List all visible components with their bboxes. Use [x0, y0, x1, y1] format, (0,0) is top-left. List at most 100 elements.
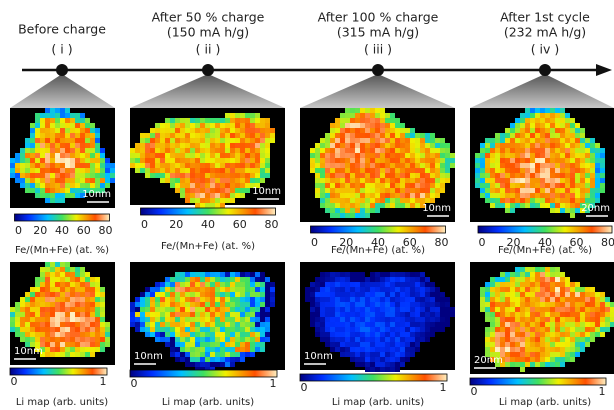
map-pixel	[565, 332, 570, 337]
map-pixel	[515, 163, 520, 168]
map-pixel	[390, 277, 395, 282]
map-pixel	[550, 183, 555, 188]
map-pixel	[395, 277, 400, 282]
map-pixel	[165, 128, 170, 133]
map-pixel	[105, 322, 110, 327]
map-pixel	[45, 183, 50, 188]
map-pixel	[230, 362, 235, 367]
map-pixel	[370, 208, 375, 213]
map-pixel	[355, 203, 360, 208]
map-pixel	[535, 118, 540, 123]
map-pixel	[560, 297, 565, 302]
map-pixel	[185, 153, 190, 158]
map-pixel	[535, 148, 540, 153]
map-pixel	[165, 158, 170, 163]
map-pixel	[370, 362, 375, 367]
map-pixel	[395, 143, 400, 148]
map-pixel	[215, 178, 220, 183]
map-pixel	[80, 347, 85, 352]
map-pixel	[510, 297, 515, 302]
map-pixel	[245, 342, 250, 347]
map-pixel	[390, 143, 395, 148]
map-pixel	[195, 203, 200, 208]
colorbar-tick-label: 1	[100, 375, 107, 388]
map-pixel	[160, 173, 165, 178]
map-pixel	[400, 297, 405, 302]
map-pixel	[35, 332, 40, 337]
timeline-dot	[202, 64, 214, 76]
map-pixel	[515, 302, 520, 307]
map-pixel	[210, 203, 215, 208]
map-pixel	[575, 168, 580, 173]
map-pixel	[145, 322, 150, 327]
map-pixel	[190, 173, 195, 178]
map-pixel	[535, 292, 540, 297]
map-pixel	[550, 108, 555, 113]
map-pixel	[265, 317, 270, 322]
map-pixel	[415, 287, 420, 292]
map-pixel	[45, 153, 50, 158]
map-pixel	[355, 287, 360, 292]
map-pixel	[435, 287, 440, 292]
map-pixel	[505, 148, 510, 153]
map-pixel	[400, 302, 405, 307]
map-pixel	[245, 312, 250, 317]
map-pixel	[340, 208, 345, 213]
map-pixel	[70, 337, 75, 342]
map-pixel	[400, 168, 405, 173]
map-pixel	[540, 123, 545, 128]
map-pixel	[145, 158, 150, 163]
map-pixel	[370, 327, 375, 332]
map-pixel	[70, 282, 75, 287]
map-pixel	[490, 203, 495, 208]
map-pixel	[160, 292, 165, 297]
map-pixel	[225, 163, 230, 168]
map-pixel	[320, 153, 325, 158]
map-pixel	[395, 198, 400, 203]
scale-label: 20nm	[474, 355, 503, 366]
map-pixel	[440, 148, 445, 153]
map-pixel	[190, 337, 195, 342]
map-pixel	[195, 307, 200, 312]
map-pixel	[70, 173, 75, 178]
map-pixel	[530, 133, 535, 138]
map-pixel	[525, 143, 530, 148]
map-pixel	[260, 118, 265, 123]
map-pixel	[430, 312, 435, 317]
map-pixel	[215, 322, 220, 327]
map-pixel	[535, 173, 540, 178]
map-pixel	[360, 352, 365, 357]
map-pixel	[365, 163, 370, 168]
map-pixel	[40, 327, 45, 332]
colorbar	[478, 226, 612, 233]
map-pixel	[175, 282, 180, 287]
map-pixel	[425, 163, 430, 168]
map-pixel	[370, 188, 375, 193]
map-pixel	[515, 357, 520, 362]
map-pixel	[335, 297, 340, 302]
map-pixel	[85, 312, 90, 317]
map-pixel	[345, 312, 350, 317]
map-pixel	[510, 347, 515, 352]
map-pixel	[310, 322, 315, 327]
map-pixel	[510, 272, 515, 277]
map-pixel	[80, 307, 85, 312]
map-pixel	[345, 188, 350, 193]
map-pixel	[30, 188, 35, 193]
map-pixel	[190, 168, 195, 173]
map-pixel	[245, 352, 250, 357]
map-pixel	[335, 198, 340, 203]
map-pixel	[390, 193, 395, 198]
map-pixel	[365, 332, 370, 337]
map-pixel	[555, 188, 560, 193]
map-pixel	[190, 118, 195, 123]
map-pixel	[55, 143, 60, 148]
map-pixel	[25, 327, 30, 332]
map-pixel	[575, 203, 580, 208]
map-pixel	[420, 307, 425, 312]
stage-title: After 1st cycle	[500, 10, 590, 25]
map-pixel	[345, 138, 350, 143]
map-pixel	[65, 277, 70, 282]
map-pixel	[340, 347, 345, 352]
map-pixel	[585, 342, 590, 347]
